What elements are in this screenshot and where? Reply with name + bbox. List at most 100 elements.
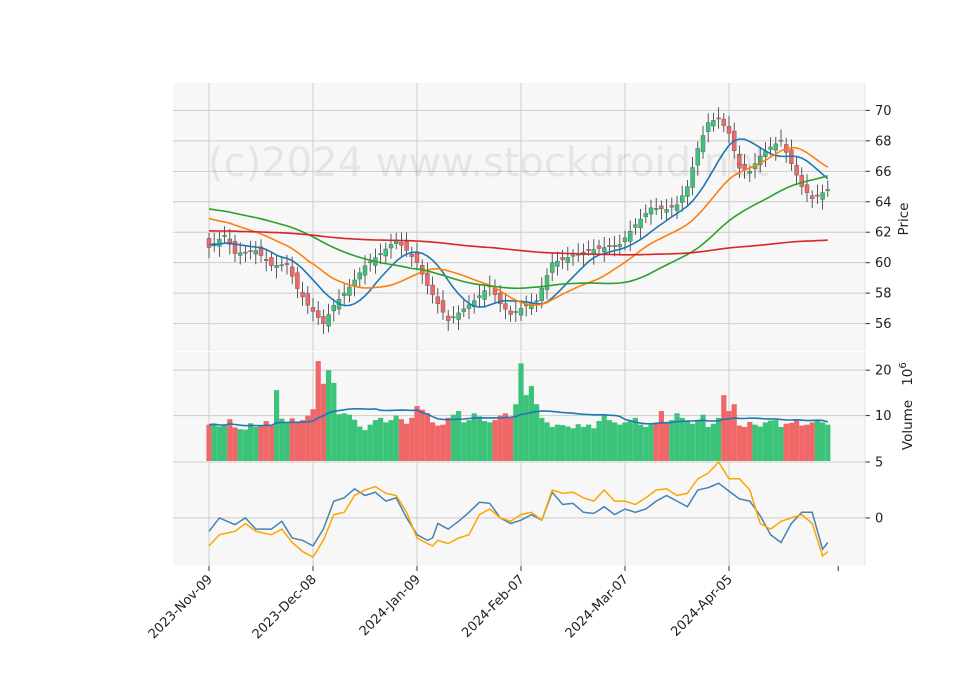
price-y-tick-label: 66 [875,165,892,180]
candle-body [326,314,331,327]
price-panel-bg [173,83,865,351]
volume-bar [435,425,441,461]
indicator-line [208,460,829,559]
volume-bar [320,383,326,461]
candle-body [659,205,664,210]
candle-body [633,224,638,228]
candle-body [726,126,732,134]
volume-scale-label: 106 [898,362,916,386]
volume-bar [534,404,540,461]
candle-body [477,295,482,298]
volume-bar [658,411,664,461]
volume-bar [794,420,800,461]
volume-bar [596,421,602,461]
volume-bar [456,411,462,461]
volume-bar [294,422,300,461]
candle-body [347,286,352,296]
candle-body [243,251,248,254]
candle-body [768,146,773,150]
volume-bar [227,419,233,461]
x-tick-label: 2024-Apr-05 [668,572,735,639]
candle-body [825,189,830,191]
volume-bar [773,420,779,461]
volume-bar [809,422,815,461]
volume-bar [284,421,290,461]
volume-bar [346,414,352,461]
volume-bar [814,420,820,461]
candle-body [425,272,430,286]
volume-bar [742,426,748,461]
volume-y-tick-label: 10 [875,409,892,424]
candle-body [274,265,279,268]
volume-bar [560,425,566,461]
candle-body [482,290,487,300]
candle-body [638,218,643,229]
volume-bar [622,422,628,461]
volume-bar [653,422,659,461]
volume-bar [508,417,514,461]
volume-bar [586,424,592,461]
x-tick-label: 2024-Mar-07 [563,572,632,641]
candle-body [430,284,435,295]
volume-bar [419,409,425,461]
volume-bar [606,420,612,461]
candle-body [300,292,305,298]
candle-body [383,248,388,257]
candle-body [612,245,617,248]
candle-body [794,164,799,176]
volume-bar [253,426,259,461]
volume-bar [736,425,742,461]
volume-bar [492,420,498,461]
watermark-text: (c)2024 www.stockdroid.net [208,140,769,186]
candle-body [706,122,711,132]
candle-body [804,184,810,193]
volume-bar [482,421,488,461]
volume-bar [664,421,670,461]
volume-bar [445,417,451,461]
volume-bar [799,425,805,461]
candle-body [466,304,472,309]
volume-bar [404,423,410,461]
candle-body [446,315,451,321]
volume-bar [258,426,264,461]
volume-bar [632,417,638,461]
volume-bar [788,422,794,461]
volume-bar [762,422,768,461]
volume-bar [638,424,644,461]
candle-body [222,235,227,237]
candle-body [342,292,347,297]
candle-body [586,249,591,251]
volume-bar [820,422,826,461]
candle-body [711,120,716,127]
volume-bar [554,424,560,461]
candle-body [253,250,259,255]
volume-bar [341,413,347,461]
volume-bar [487,422,493,461]
candle-body [758,155,763,166]
indicator-y-tick-label: 5 [875,456,883,471]
volume-bar [440,424,446,461]
candle-body [622,237,628,242]
volume-bar [695,420,701,461]
volume-bar [450,414,456,461]
volume-bar [476,416,482,461]
candle-body [435,296,440,304]
volume-bar [300,420,306,461]
volume-bar [549,426,555,461]
volume-bar [289,418,295,461]
volume-bar [575,424,581,461]
candle-body [799,175,804,187]
candle-body [815,194,820,197]
candle-body [607,245,612,247]
volume-bar [378,417,384,461]
candle-body [737,153,742,169]
moving-average-line [208,230,828,256]
volume-bar [757,426,763,461]
candle-body [258,246,264,256]
volume-bar [471,413,477,461]
volume-bar [409,417,415,461]
volume-bar [768,420,774,461]
price-y-tick-label: 70 [875,104,892,119]
candle-body [409,254,414,257]
candle-body [721,118,726,126]
